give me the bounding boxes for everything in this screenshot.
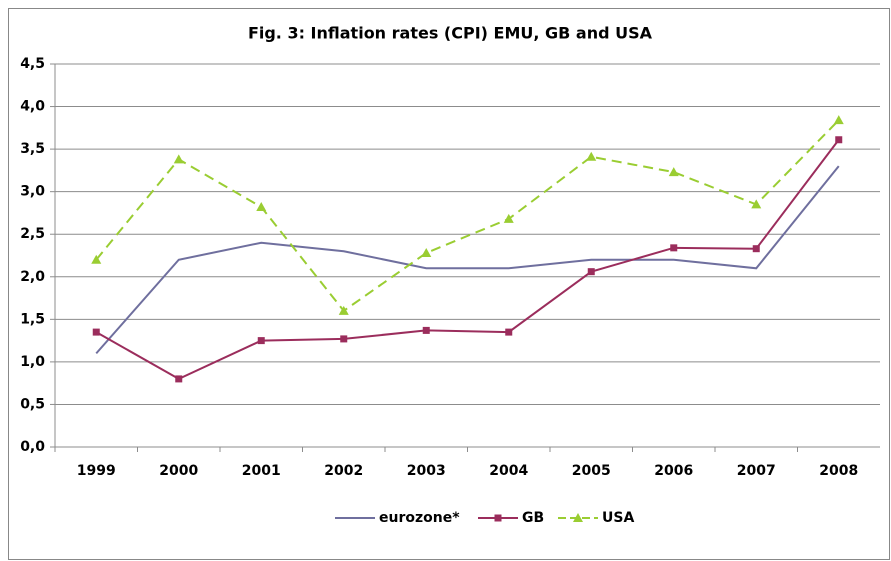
y-tick-label: 0,5 — [20, 396, 45, 412]
legend-label: eurozone* — [379, 510, 460, 526]
point — [256, 201, 267, 211]
y-tick-label: 1,0 — [20, 354, 45, 370]
y-tick-label: 4,0 — [20, 99, 45, 115]
point — [751, 199, 762, 209]
legend-marker — [494, 514, 502, 522]
point — [835, 136, 843, 144]
point — [503, 213, 514, 223]
y-tick-label: 2,5 — [20, 226, 45, 242]
point — [752, 245, 760, 253]
point — [92, 328, 100, 336]
point — [340, 335, 348, 343]
y-tick-label: 4,5 — [20, 56, 45, 72]
x-tick-label: 2001 — [242, 463, 281, 479]
point — [422, 326, 430, 334]
x-tick-label: 2002 — [324, 463, 363, 479]
point — [668, 167, 679, 177]
legend-label: USA — [602, 510, 634, 526]
point — [257, 337, 265, 345]
series-line — [95, 119, 840, 313]
x-tick-label: 2008 — [819, 463, 858, 479]
y-tick-label: 1,5 — [20, 311, 45, 327]
x-tick-label: 2003 — [407, 463, 446, 479]
x-tick-label: 1999 — [77, 463, 116, 479]
series-line — [95, 165, 840, 355]
chart-title: Fig. 3: Inflation rates (CPI) EMU, GB an… — [248, 24, 653, 43]
x-tick-label: 2005 — [572, 463, 611, 479]
point — [833, 115, 844, 125]
x-tick-label: 2006 — [654, 463, 693, 479]
point — [587, 268, 595, 276]
point — [505, 328, 513, 336]
point — [338, 305, 349, 315]
x-tick-label: 2000 — [159, 463, 198, 479]
x-tick-label: 2004 — [489, 463, 528, 479]
point — [586, 151, 597, 161]
y-tick-label: 3,5 — [20, 141, 45, 157]
point — [421, 247, 432, 257]
series-line — [95, 139, 840, 381]
y-tick-label: 2,0 — [20, 269, 45, 285]
y-tick-label: 3,0 — [20, 184, 45, 200]
legend-label: GB — [522, 510, 544, 526]
point — [173, 154, 184, 164]
point — [175, 375, 183, 383]
x-tick-label: 2007 — [737, 463, 776, 479]
legend-marker — [573, 513, 583, 522]
point — [670, 244, 678, 252]
chart-frame — [8, 8, 890, 560]
y-tick-label: 0,0 — [20, 439, 45, 455]
point — [91, 254, 102, 264]
